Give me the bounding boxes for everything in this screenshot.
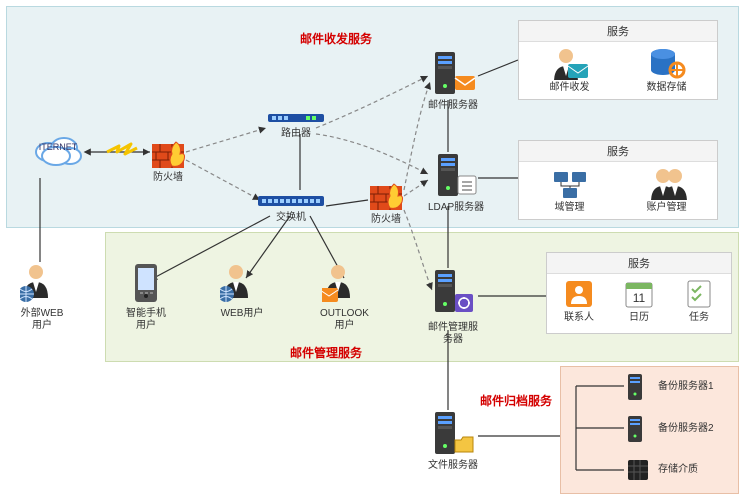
node-label: 智能手机用户 (126, 308, 166, 332)
service-label: 数据存储 (647, 82, 687, 94)
service-label: 域管理 (555, 202, 585, 214)
panel-services-3: 服务 联系人 11 日历 任务 (546, 252, 732, 334)
node-label: 防火墙 (371, 214, 401, 226)
node-router: 路由器 (266, 108, 326, 140)
node-label: 邮件服务器 (428, 100, 478, 112)
service-item: 域管理 (546, 166, 594, 214)
node-internet: ITERNET (30, 132, 86, 168)
node-label: 外部WEB用户 (21, 308, 64, 332)
title-mail-mgmt: 邮件管理服务 (290, 344, 362, 361)
panel-body: 联系人 11 日历 任务 (547, 274, 731, 328)
firewall-icon (150, 138, 186, 170)
node-media: 存储介质 (624, 456, 698, 484)
node-outlook: OUTLOOK用户 (320, 262, 369, 332)
server_file-icon (429, 410, 477, 458)
title-mail-archive: 邮件归档服务 (480, 392, 552, 409)
node-filesrv: 文件服务器 (428, 410, 478, 472)
phone-icon (129, 262, 163, 306)
node-label: 存储介质 (658, 464, 698, 476)
node-label: 备份服务器1 (658, 381, 714, 393)
node-label: 防火墙 (153, 172, 183, 184)
svg-text:11: 11 (633, 291, 646, 305)
node-bak1: 备份服务器1 (624, 372, 714, 402)
person_web-icon (20, 262, 64, 306)
node-ldapsrv: LDAP服务器 (428, 152, 484, 214)
panel-services-2: 服务 域管理 账户管理 (518, 140, 718, 220)
switch-icon (256, 190, 326, 210)
svc_task-icon (683, 278, 715, 310)
service-label: 邮件收发 (550, 82, 590, 94)
node-label: 邮件管理服务器 (428, 322, 478, 346)
panel-body: 域管理 账户管理 (519, 162, 717, 218)
router-icon (266, 108, 326, 126)
node-mgmtsrv: 邮件管理服务器 (428, 268, 478, 346)
node-switch: 交换机 (256, 190, 326, 224)
service-item: 账户管理 (643, 166, 691, 214)
storage-icon (624, 456, 652, 484)
service-item: 11 日历 (615, 278, 663, 324)
service-item: 任务 (675, 278, 723, 324)
node-label: OUTLOOK用户 (320, 308, 369, 332)
service-label: 任务 (689, 312, 709, 324)
person_web-icon (220, 262, 264, 306)
server_mgmt-icon (429, 268, 477, 320)
server_ldap-icon (432, 152, 480, 200)
service-label: 账户管理 (647, 202, 687, 214)
node-label: LDAP服务器 (428, 202, 484, 214)
node-fw2: 防火墙 (368, 180, 404, 226)
node-label: ITERNET (30, 142, 86, 152)
node-extweb: 外部WEB用户 (20, 262, 64, 332)
service-item: 数据存储 (643, 46, 691, 94)
service-label: 日历 (629, 312, 649, 324)
service-item: 邮件收发 (546, 46, 594, 94)
svc_mail-icon (550, 46, 590, 80)
node-webuser: WEB用户 (220, 262, 264, 320)
svc_cal-icon: 11 (623, 278, 655, 310)
node-mailsrv: 邮件服务器 (428, 50, 478, 112)
firewall-icon (368, 180, 404, 212)
svc_account-icon (647, 166, 687, 200)
server_sm-icon (624, 414, 652, 444)
server_sm-icon (624, 372, 652, 402)
svc_contact-icon (563, 278, 595, 310)
panel-services-1: 服务 邮件收发 数据存储 (518, 20, 718, 100)
panel-header: 服务 (519, 141, 717, 162)
node-label: WEB用户 (221, 308, 264, 320)
node-label: 文件服务器 (428, 460, 478, 472)
cloud-icon: ITERNET (30, 132, 86, 168)
node-label: 备份服务器2 (658, 423, 714, 435)
person_outlook-icon (322, 262, 366, 306)
panel-header: 服务 (547, 253, 731, 274)
title-mail-send: 邮件收发服务 (300, 30, 372, 47)
server_mail-icon (429, 50, 477, 98)
panel-header: 服务 (519, 21, 717, 42)
node-bak2: 备份服务器2 (624, 414, 714, 444)
node-bolt (105, 140, 139, 160)
node-phone: 智能手机用户 (126, 262, 166, 332)
bolt-icon (105, 140, 139, 160)
panel-body: 邮件收发 数据存储 (519, 42, 717, 98)
node-label: 交换机 (276, 212, 306, 224)
node-fw1: 防火墙 (150, 138, 186, 184)
svc_domain-icon (550, 166, 590, 200)
node-label: 路由器 (281, 128, 311, 140)
svc_store-icon (647, 46, 687, 80)
service-label: 联系人 (564, 312, 594, 324)
service-item: 联系人 (555, 278, 603, 324)
